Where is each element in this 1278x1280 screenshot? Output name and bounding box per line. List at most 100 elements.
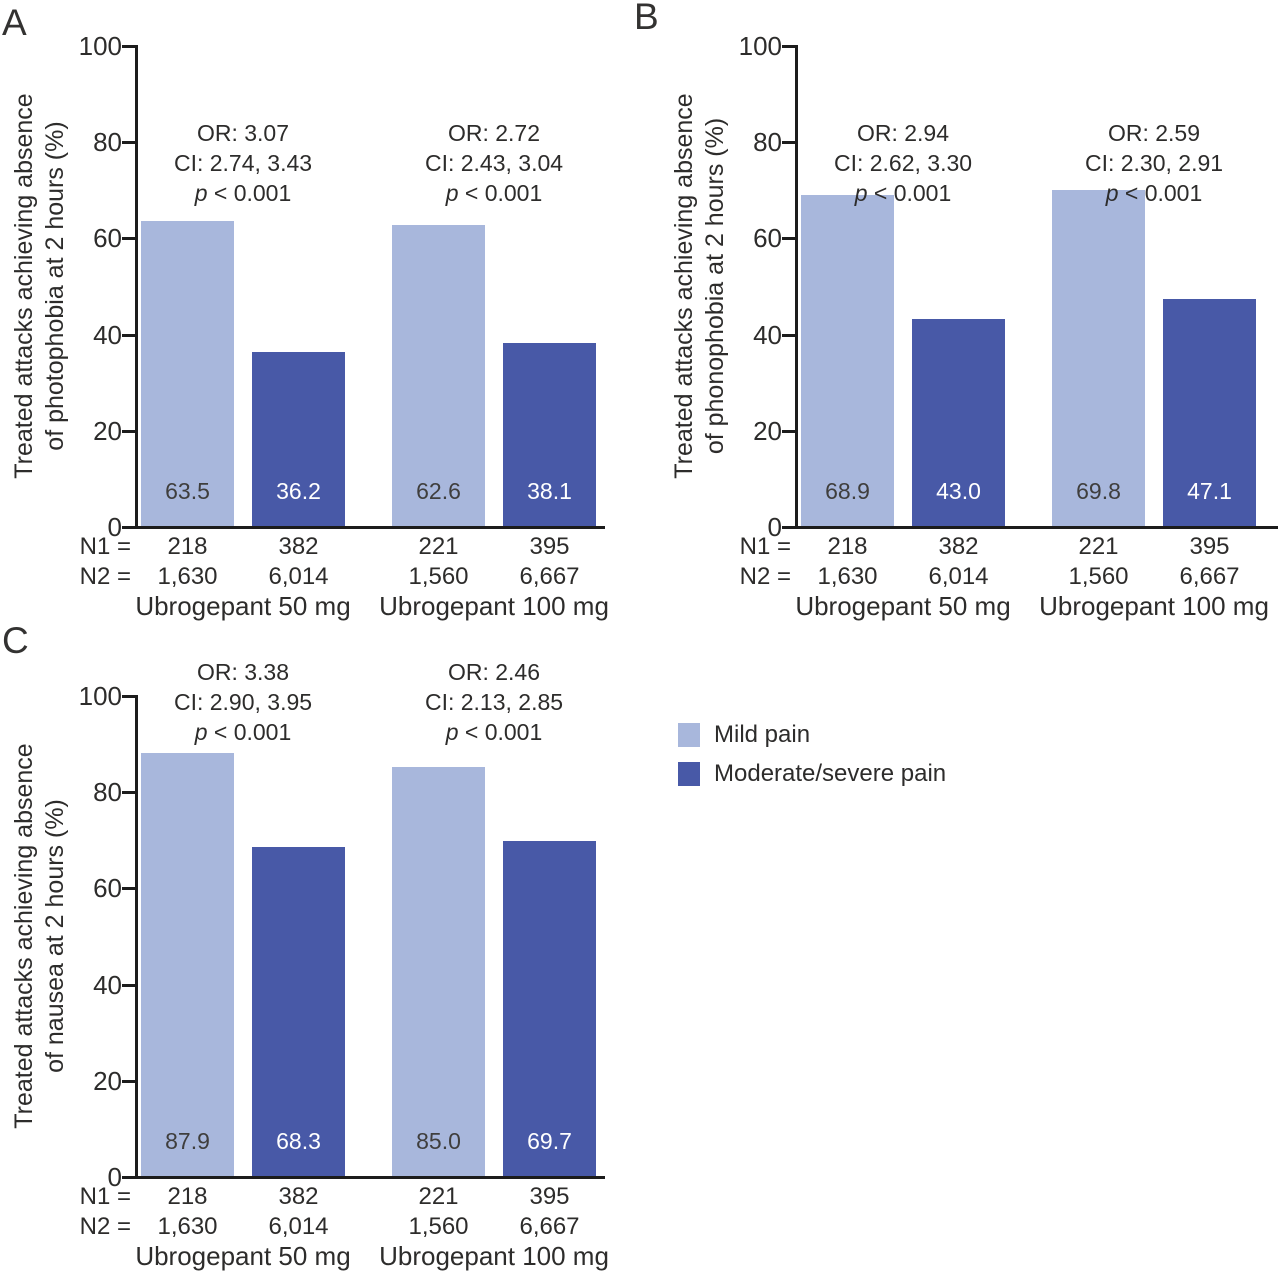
bar-value-label: 62.6 — [416, 478, 461, 504]
y-axis-tick-label: 60 — [93, 223, 122, 254]
bar-value-label: 36.2 — [276, 478, 321, 504]
y-axis-tick — [122, 45, 135, 48]
y-axis-tick-label: 0 — [767, 512, 782, 542]
category-label: Ubrogepant 100 mg — [1039, 591, 1269, 621]
stats-annotation-line: OR: 2.46 — [447, 659, 541, 685]
n1-value: 395 — [1189, 533, 1230, 560]
legend-item-moderate-severe-pain: Moderate/severe pain — [678, 761, 946, 787]
bar-value-label: 43.0 — [936, 478, 981, 504]
bar-mild-pain — [801, 194, 894, 526]
stats-annotation-line: CI: 2.74, 3.43 — [173, 150, 313, 176]
n2-value: 6,014 — [268, 563, 329, 590]
bar-value-label: 38.1 — [527, 478, 572, 504]
y-axis-tick-label: 100 — [738, 31, 782, 61]
y-axis-tick — [122, 237, 135, 241]
chart-legend: Mild pain Moderate/severe pain — [678, 722, 946, 800]
stats-annotation-line: OR: 3.38 — [196, 659, 290, 685]
y-axis-tick — [782, 333, 795, 337]
panel-a: A Treated attacks achieving absence of ph… — [0, 0, 648, 630]
bar-value-label: 68.3 — [276, 1128, 321, 1154]
n1-value: 395 — [529, 533, 570, 560]
y-axis-tick — [122, 1176, 135, 1179]
bar-mild-pain — [392, 224, 485, 526]
y-axis-tick — [122, 526, 135, 529]
y-axis-tick-label: 40 — [93, 319, 122, 350]
y-axis-title: Treated attacks achieving absence of phon… — [669, 26, 731, 546]
y-axis-tick — [122, 887, 135, 891]
y-axis-line — [795, 45, 798, 529]
y-axis-title: Treated attacks achieving absence of phot… — [9, 26, 71, 546]
stats-annotation-line: p < 0.001 — [1105, 180, 1203, 206]
y-axis-title-line: Treated attacks achieving absence — [10, 742, 38, 1129]
y-axis-tick-label: 20 — [93, 1065, 122, 1096]
bar-value-label: 63.5 — [165, 478, 210, 504]
stats-annotation-line: OR: 3.07 — [196, 120, 290, 146]
y-axis-tick — [122, 983, 135, 987]
stats-annotation-line: OR: 2.59 — [1107, 120, 1201, 146]
y-axis-tick-label: 80 — [93, 127, 122, 158]
stats-annotation-line: p < 0.001 — [854, 180, 952, 206]
n2-value: 6,667 — [519, 563, 580, 590]
legend-item-mild-pain: Mild pain — [678, 722, 946, 748]
y-axis-tick — [122, 695, 135, 698]
stats-annotation: OR: 2.94 CI: 2.62, 3.30 p < 0.001 — [783, 118, 1023, 208]
n1-value: 218 — [827, 533, 868, 560]
n1-value: 221 — [418, 1183, 459, 1210]
stats-annotation-line: p < 0.001 — [194, 719, 292, 745]
bar-moderate-severe-pain — [912, 319, 1005, 526]
category-label: Ubrogepant 100 mg — [379, 1241, 609, 1271]
n1-value: 395 — [529, 1183, 570, 1210]
n2-value: 1,560 — [408, 1213, 469, 1240]
y-axis-line — [135, 695, 138, 1179]
stats-annotation: OR: 3.38 CI: 2.90, 3.95 p < 0.001 — [123, 657, 363, 747]
category-label: Ubrogepant 50 mg — [135, 1241, 351, 1271]
n2-value: 6,667 — [1179, 563, 1240, 590]
stats-annotation-line: CI: 2.62, 3.30 — [833, 150, 973, 176]
y-axis-tick — [122, 1079, 135, 1083]
n2-row-label: N2 = — [79, 1213, 131, 1240]
n1-value: 382 — [278, 1183, 319, 1210]
legend-swatch-moderate-severe-pain-icon — [678, 762, 700, 786]
n1-value: 382 — [278, 533, 319, 560]
bar-value-label: 69.7 — [527, 1128, 572, 1154]
legend-label-mild-pain: Mild pain — [714, 721, 811, 748]
bar-mild-pain — [141, 220, 234, 526]
stats-annotation-line: OR: 2.72 — [447, 120, 541, 146]
y-axis-tick-label: 0 — [107, 1162, 122, 1192]
bar-value-label: 87.9 — [165, 1128, 210, 1154]
n1-value: 221 — [1078, 533, 1119, 560]
y-axis-tick-label: 20 — [93, 415, 122, 446]
bar-value-label: 47.1 — [1187, 478, 1232, 504]
y-axis-tick — [782, 429, 795, 433]
stats-annotation: OR: 2.59 CI: 2.30, 2.91 p < 0.001 — [1034, 118, 1274, 208]
y-axis-tick-label: 0 — [107, 512, 122, 542]
y-axis-tick — [782, 526, 795, 529]
bar-mild-pain — [1052, 190, 1145, 526]
n2-value: 1,560 — [1068, 563, 1129, 590]
y-axis-tick-label: 100 — [78, 31, 122, 61]
y-axis-title-line: of phonophobia at 2 hours (%) — [701, 117, 729, 454]
y-axis-tick — [122, 791, 135, 795]
panel-c: C Treated attacks achieving absence of na… — [0, 622, 648, 1280]
x-axis-line — [135, 526, 605, 529]
y-axis-title-line: Treated attacks achieving absence — [670, 92, 698, 479]
y-axis-title-line: of photophobia at 2 hours (%) — [41, 120, 69, 451]
n1-value: 218 — [167, 1183, 208, 1210]
bar-value-label: 68.9 — [825, 478, 870, 504]
stats-annotation: OR: 3.07 CI: 2.74, 3.43 p < 0.001 — [123, 118, 363, 208]
stats-annotation-line: OR: 2.94 — [856, 120, 950, 146]
stats-annotation-line: p < 0.001 — [445, 180, 543, 206]
n2-value: 1,630 — [157, 1213, 218, 1240]
y-axis-tick-label: 60 — [753, 223, 782, 254]
n2-value: 6,014 — [268, 1213, 329, 1240]
stats-annotation: OR: 2.46 CI: 2.13, 2.85 p < 0.001 — [374, 657, 614, 747]
bar-moderate-severe-pain — [503, 342, 596, 526]
y-axis-tick-label: 60 — [93, 873, 122, 904]
bar-moderate-severe-pain — [1163, 299, 1256, 526]
y-axis-tick — [782, 45, 795, 48]
y-axis-title-line: of nausea at 2 hours (%) — [41, 798, 69, 1073]
n2-row-label: N2 = — [739, 563, 791, 590]
y-axis-line — [135, 45, 138, 529]
x-axis-line — [135, 1176, 605, 1179]
n2-value: 1,630 — [157, 563, 218, 590]
